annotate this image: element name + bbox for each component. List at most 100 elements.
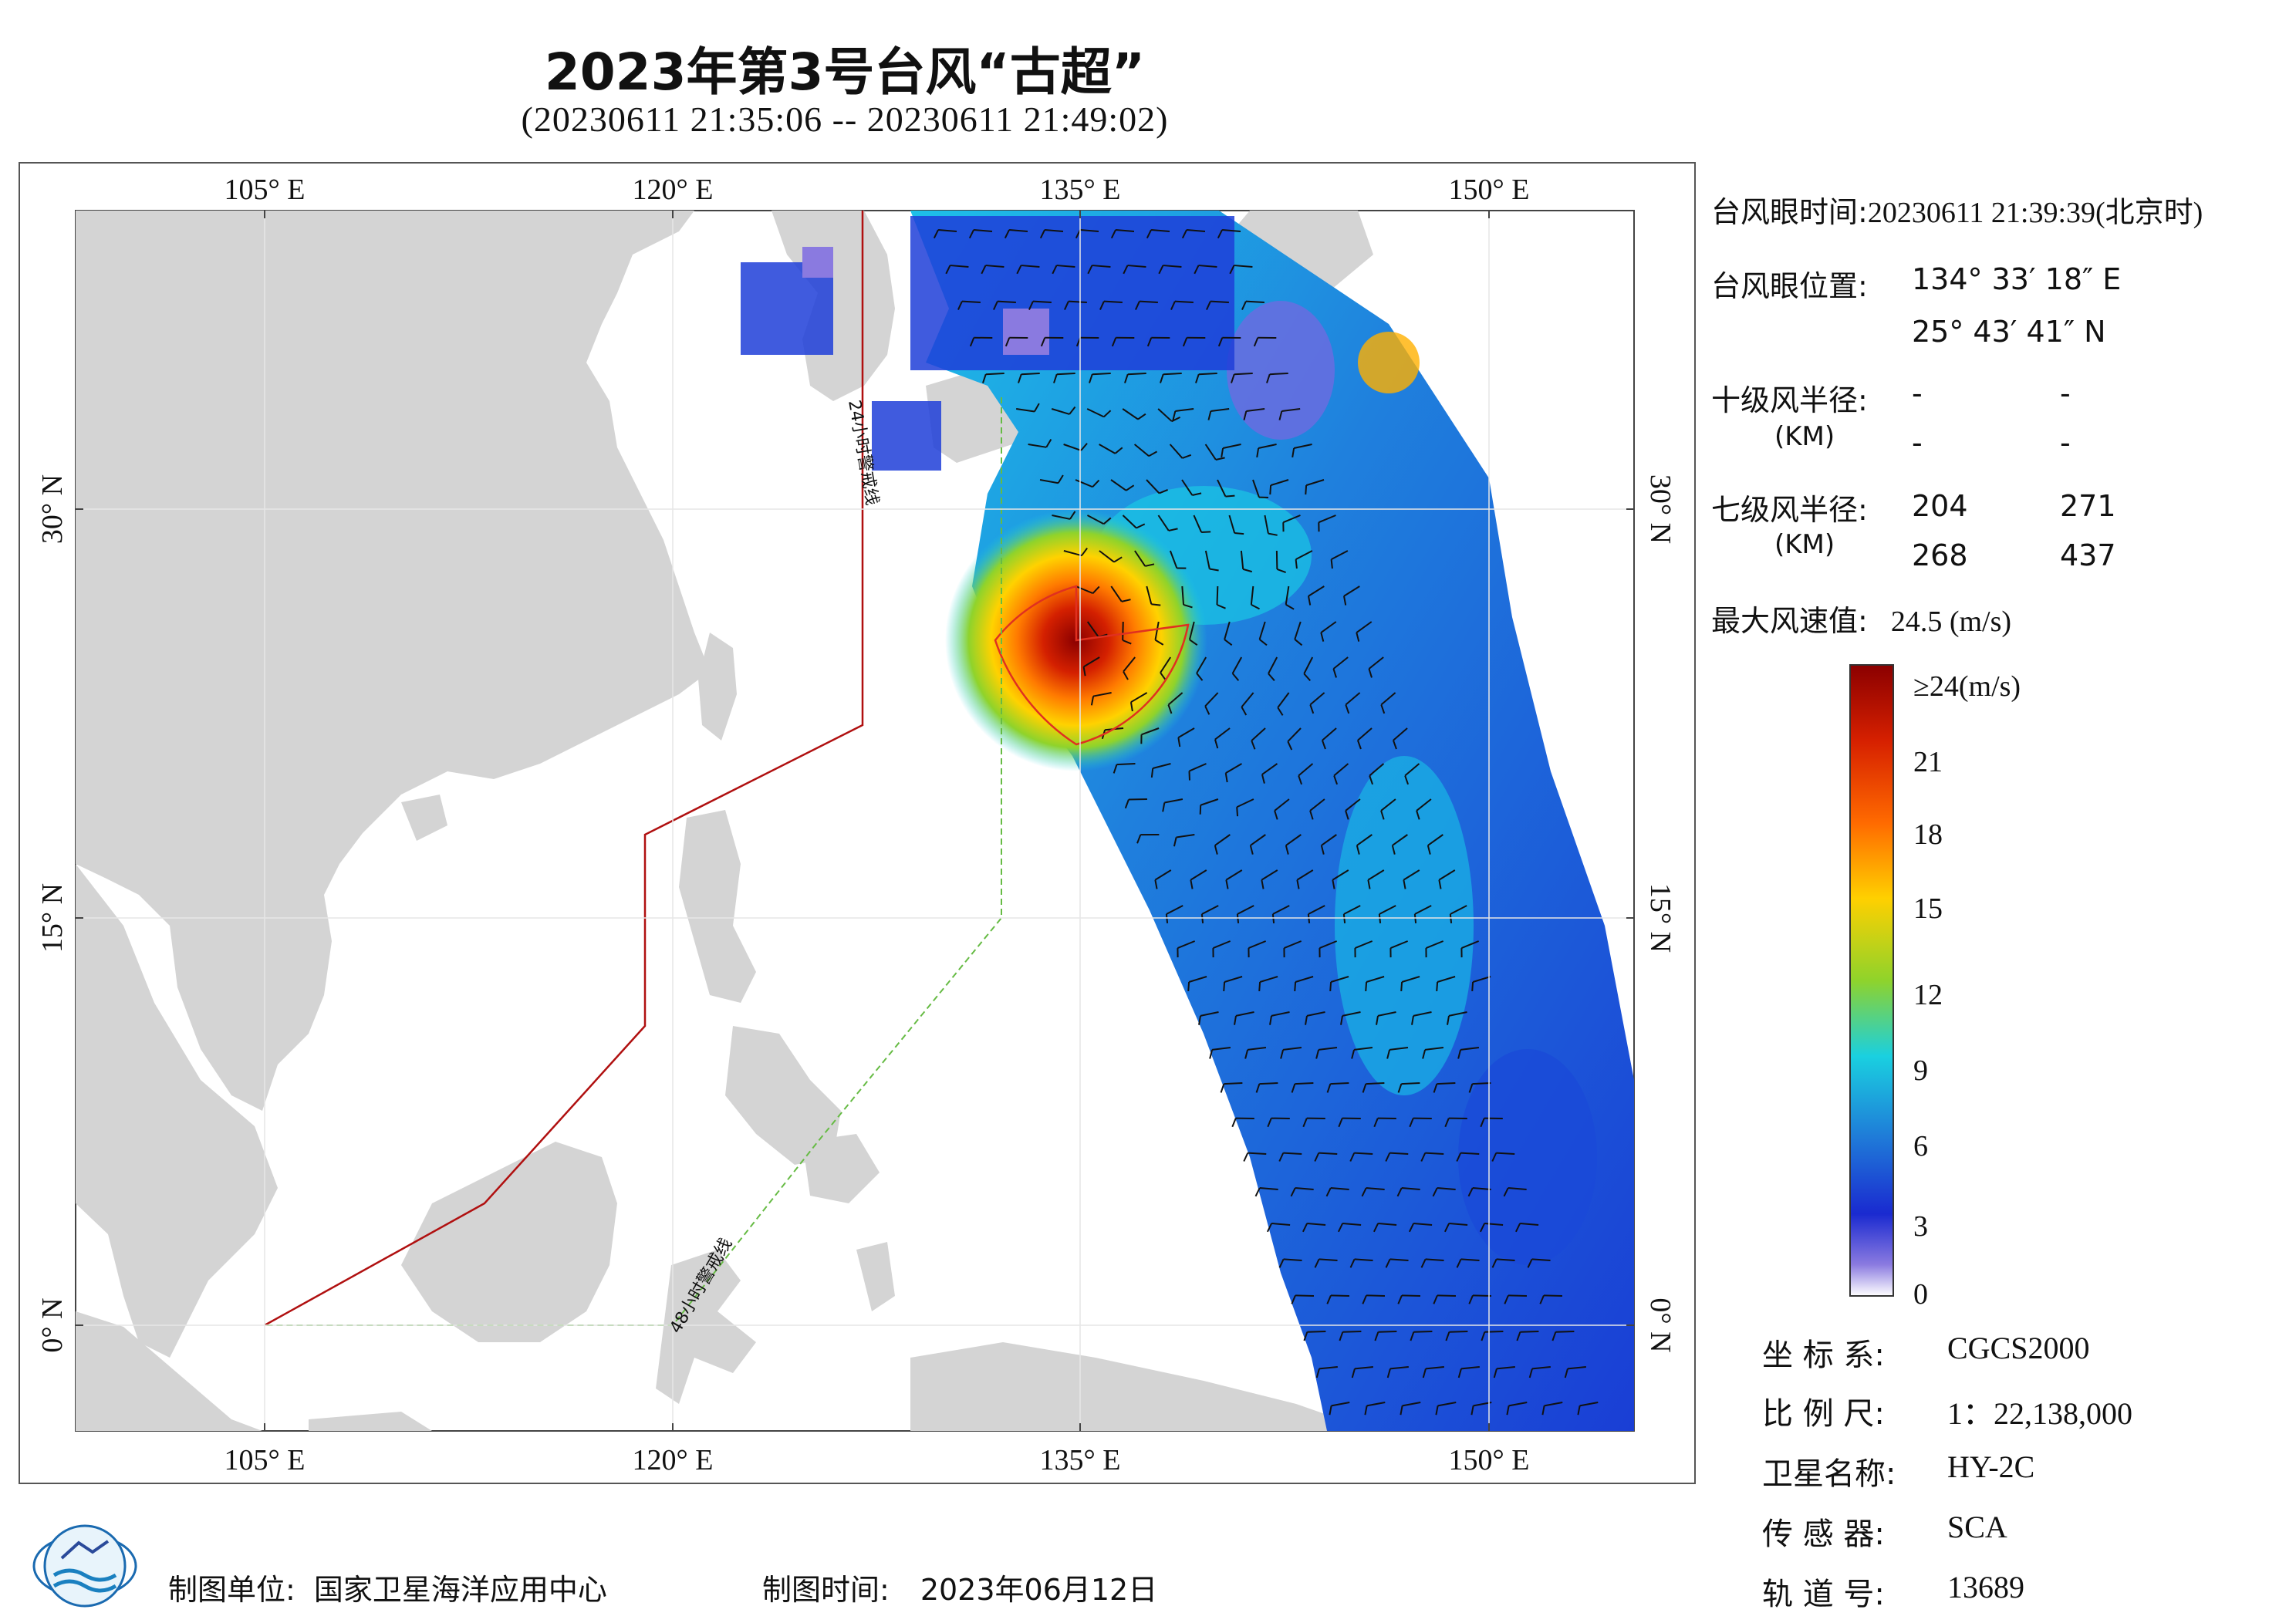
wind-barb-flag [1209,568,1219,572]
wind-barb-flag [1307,913,1311,924]
wind-barb-flag [1409,1118,1414,1128]
wind-barb [1307,1331,1326,1333]
wind-barb [1123,656,1136,673]
colorbar-label-3: 3 [1913,1210,1928,1243]
wind-barb [1330,976,1349,983]
wind-barb-flag [1220,1083,1225,1093]
wind-barb [1261,763,1278,775]
wind-barb [1163,265,1182,268]
wind-barb-flag [1206,301,1211,310]
wind-barb [1309,692,1325,706]
wind-barb-flag [1159,488,1169,494]
wind-barb [1146,585,1153,605]
wind-barb-flag [1447,1015,1450,1025]
wind-barb [1259,976,1278,983]
wind-barb-flag [1209,1049,1214,1059]
r7-se: 271 [2060,489,2116,523]
wind-barb [1305,479,1325,487]
wind-barb-flag [969,337,975,347]
wind-swath [910,211,1634,1431]
wind-barb-flag [1092,479,1100,488]
r10-label: 十级风半径: [1711,383,1868,417]
lon-label-top-150: 150° E [1449,174,1530,206]
wind-barb-flag [1053,373,1058,383]
lat-label-left-15: 15° N [36,883,69,953]
wind-barb-flag [1274,810,1278,820]
colorbar [1849,664,1894,1297]
wind-barb-flag [1122,639,1132,645]
graticule [76,211,1634,1431]
wind-barb [1414,905,1432,915]
org-label: 制图单位: [168,1573,295,1607]
wind-barb [1401,1294,1420,1297]
wind-barb [1378,1222,1397,1226]
wind-barb [1330,1187,1349,1190]
wind-barb-flag [1362,1294,1367,1304]
wind-barb-flag [1225,879,1229,889]
wind-barb-flag [1527,1258,1533,1268]
sensor-row: 传 感 器: SCA [1762,1509,2007,1554]
wind-barb-flag [1268,532,1278,536]
page-title: 2023年第3号台风“古超” [544,42,1146,102]
satellite-value: HY-2C [1947,1449,2035,1484]
wind-barb [1356,834,1373,846]
wind-barb [1306,1011,1325,1017]
wind-barb [1343,905,1361,915]
wind-barb-flag [1278,1258,1285,1268]
wind-barb [1214,727,1231,741]
wind-barb-flag [1456,1152,1462,1162]
wind-barb [1307,1222,1326,1226]
wind-barb-flag [1404,775,1410,785]
wind-barb-flag [1420,1152,1427,1162]
wind-barb-flag [1221,447,1224,458]
wind-barb-flag [1280,1049,1285,1059]
wind-barb-flag [1351,1368,1356,1378]
wind-barb [1157,515,1170,531]
wind-barb [1298,763,1314,777]
wind-barb [1322,727,1337,741]
wind-barb [1392,834,1408,846]
wind-barb-flag [1214,739,1219,749]
wind-barb-flag [1249,845,1254,855]
wind-barb-flag [1234,1015,1237,1025]
wind-barb [1274,798,1290,812]
wind-barb [1295,1294,1314,1297]
wind-barb-flag [1099,301,1105,310]
wind-barb-flag [1172,410,1177,420]
wind-barb [1319,1366,1338,1370]
wind-barb [1460,1366,1480,1370]
lat-label-right-30: 30° N [1644,474,1676,544]
wind-barb-flag [1243,410,1248,420]
wind-barb-flag [981,265,987,275]
wind-barb [1240,550,1244,569]
wind-barb-flag [1198,1015,1201,1025]
wind-barb [1211,1047,1231,1051]
wind-radius-outline [994,585,1190,746]
wind-barb [1555,1331,1575,1333]
wind-barb [1009,228,1028,232]
wind-barb [1056,373,1075,376]
wind-barb-flag [1253,337,1259,347]
wind-barb-flag [1411,1015,1414,1025]
wind-barb-flag [1506,1405,1510,1415]
wind-barb [1331,1402,1350,1407]
lon-label-bottom-120: 120° E [633,1444,714,1476]
wind-barb [1332,656,1349,670]
wind-barb-flag [1201,531,1211,533]
wind-barb-flag [1503,1187,1509,1197]
wind-barb-flag [1082,666,1086,677]
wind-barb-flag [1380,810,1385,820]
wind-barb-flag [1267,1223,1273,1233]
wind-barb-flag [1256,447,1260,458]
wind-barb [1472,976,1491,983]
wind-barb-flag [1181,229,1187,239]
wind-barb-flag [1345,704,1350,714]
wind-barb [1176,834,1195,838]
wind-barb [1130,692,1148,704]
wind-barb [1261,869,1278,881]
wind-barb-flag [1302,1118,1308,1128]
r10-ne: - [1912,376,1923,410]
wind-barb [1427,834,1443,846]
wind-barb-flag [1305,1015,1308,1025]
